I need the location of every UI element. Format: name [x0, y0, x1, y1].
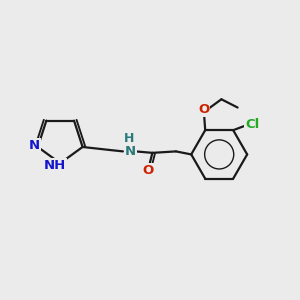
Text: H: H: [124, 132, 134, 145]
Text: Cl: Cl: [245, 118, 260, 131]
Text: O: O: [142, 164, 154, 177]
Text: NH: NH: [44, 159, 66, 172]
Text: N: N: [125, 145, 136, 158]
Text: N: N: [28, 139, 40, 152]
Text: O: O: [198, 103, 209, 116]
